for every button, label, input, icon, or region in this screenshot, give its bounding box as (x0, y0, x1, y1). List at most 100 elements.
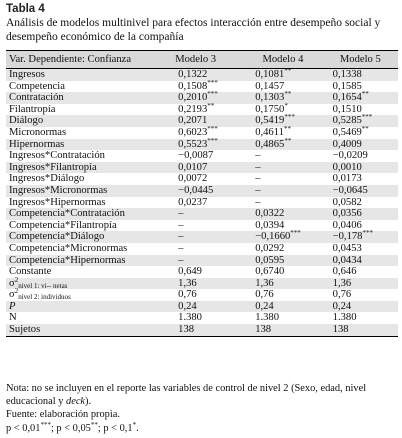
cell-modelo-4: 0,76 (255, 289, 274, 301)
cell-modelo-4: 1.380 (255, 312, 280, 324)
cell-modelo-5: 0,0406 (332, 219, 362, 231)
cell-modelo-3: 0,5523*** (178, 136, 218, 150)
significance-line: p < 0,01***; p < 0,05**; p < 0,1*. (6, 420, 398, 435)
cell-modelo-4: – (255, 161, 261, 173)
table-title-block: Tabla 4 Análisis de modelos multinivel p… (6, 2, 398, 44)
row-label: Competencia*Hipernormas (9, 254, 126, 266)
cell-modelo-3: 1,36 (178, 277, 197, 289)
sig-mark-1: *** (40, 420, 51, 429)
table-row: Constante 0,649 0,6740 0,646 (6, 266, 398, 278)
sig-mark-2: ** (90, 420, 98, 429)
cell-modelo-5: −0,0645 (332, 184, 368, 196)
source-line: Fuente: elaboración propia. (6, 409, 120, 421)
table-body: Ingresos 0,1322 0,1081** 0,1338 Competencia 0… (6, 68, 398, 337)
cell-modelo-3: 0,76 (178, 289, 197, 301)
sig-level-1: p < 0,01 (6, 422, 41, 434)
table-row: Ingresos*Contratación −0,0087 – −0,0209 (6, 150, 398, 162)
cell-modelo-5: 0,1585 (332, 80, 362, 92)
cell-modelo-3: 0,24 (178, 300, 197, 312)
table-row: Ingresos*Filantropía 0,0107 – 0,0010 (6, 161, 398, 174)
table-number: Tabla 4 (6, 3, 45, 15)
row-label: Competencia*Filantropía (9, 219, 117, 231)
cell-modelo-5: 0,5469** (332, 124, 369, 138)
table-row: Sujetos 138 138 138 (6, 324, 398, 337)
row-label: Competencia (9, 80, 65, 92)
cell-modelo-4: 0,6740 (255, 266, 285, 278)
cell-modelo-4: – (255, 173, 261, 185)
row-label: Competencia*Micronormas (9, 242, 128, 254)
note-text: Nota: no se incluyen en el reporte las v… (6, 383, 367, 408)
cell-modelo-4: 0,0292 (255, 242, 285, 254)
cell-modelo-4: 0,1303** (255, 90, 292, 104)
table-row: Contratación 0,2010*** 0,1303** 0,1654** (6, 90, 398, 104)
cell-modelo-5: 0,24 (332, 300, 352, 312)
cell-modelo-3: 1.380 (178, 312, 202, 324)
cell-modelo-3: −0,0445 (178, 184, 214, 196)
cell-modelo-5: −0,178*** (332, 229, 373, 243)
row-label: Ingresos*Hipernormas (9, 196, 106, 208)
cell-modelo-5: 0,5285*** (332, 113, 373, 127)
cell-modelo-3: 0,1322 (178, 69, 208, 80)
cell-modelo-5: 0,1338 (332, 69, 362, 80)
row-label: Ingresos*Diálogo (9, 173, 85, 185)
cell-modelo-4: −0,1660*** (255, 229, 301, 243)
cell-modelo-3: 138 (148, 324, 244, 337)
row-label: Filantropía (9, 103, 56, 115)
cell-modelo-3: 0,0072 (178, 173, 208, 185)
cell-modelo-5: 1.380 (332, 312, 357, 324)
table-row: Ingresos*Micronormas −0,0445 – −0,0645 (6, 184, 398, 197)
row-label: Ingresos*Micronormas (9, 184, 108, 196)
cell-modelo-3: 0,1508*** (178, 78, 218, 92)
table-row: Ingresos*Diálogo 0,0072 – 0,0173 (6, 173, 398, 185)
cell-modelo-3: – (178, 254, 184, 266)
row-label: Hipernormas (9, 138, 65, 150)
table-row: Micronormas 0,6023*** 0,4611** 0,5469** (6, 124, 398, 139)
table-row: Competencia*Micronormas – 0,0292 0,0453 (6, 243, 398, 255)
table-row: Diálogo 0,2071 0,5419*** 0,5285*** (6, 113, 398, 127)
results-table: Var. Dependiente: Confianza Modelo 3 Mod… (6, 50, 398, 337)
row-label: Competencia*Contratación (9, 208, 125, 220)
note-emphasis: deck (66, 396, 86, 408)
cell-modelo-4: 0,5419*** (255, 113, 295, 127)
cell-modelo-3: 0,6023*** (178, 124, 218, 138)
row-label: Ingresos (9, 69, 45, 80)
cell-modelo-5: 0,0010 (332, 161, 362, 173)
row-label: Sujetos (6, 324, 149, 337)
cell-modelo-3: 0,2071 (178, 115, 208, 127)
cell-modelo-5: 138 (322, 324, 398, 337)
note-line: Nota: no se incluyen en el reporte las v… (6, 382, 398, 408)
cell-modelo-5: 0,646 (332, 266, 357, 278)
table-row: Hipernormas 0,5523*** 0,4865** 0,4009 (6, 136, 398, 151)
header-modelo-4: Modelo 4 (243, 50, 323, 69)
cell-modelo-4: 138 (243, 324, 323, 337)
cell-modelo-3: −0,0087 (178, 150, 214, 162)
cell-modelo-4: – (255, 184, 261, 196)
row-label: Ingresos*Filantropía (9, 161, 97, 173)
cell-modelo-5: 0,1510 (332, 103, 362, 115)
table-row: Competencia 0,1508*** 0,1457 0,1585 (6, 78, 398, 93)
cell-modelo-5: 0,1654** (332, 90, 369, 104)
cell-modelo-3: – (178, 208, 184, 220)
header-modelo-5: Modelo 5 (322, 50, 398, 69)
note-text-end: ). (85, 396, 92, 408)
cell-modelo-5: 0,0434 (332, 254, 362, 266)
row-label: P (9, 300, 16, 312)
cell-modelo-4: 0,1457 (255, 80, 285, 92)
cell-modelo-4: 0,1750* (255, 101, 288, 115)
cell-modelo-3: – (178, 242, 184, 254)
cell-modelo-5: 0,76 (332, 289, 352, 301)
table-row: σ2nivel 2: individuos 0,76 0,76 0,76 (6, 287, 398, 302)
row-label: σ2nivel 2: individuos (9, 287, 71, 302)
row-label: Competencia*Diálogo (9, 231, 105, 243)
cell-modelo-3: – (178, 231, 184, 243)
row-label: Ingresos*Contratación (9, 150, 105, 162)
cell-modelo-3: 0,2010*** (178, 90, 218, 104)
row-label: Micronormas (9, 126, 67, 138)
cell-modelo-4: 0,4865** (255, 136, 292, 150)
table-row: Filantropía 0,2193** 0,1750* 0,1510 (6, 101, 398, 116)
table-row: Competencia*Diálogo – −0,1660*** −0,178*** (6, 229, 398, 243)
row-label: N (9, 312, 17, 324)
table-row: Competencia*Hipernormas – 0,0595 0,0434 (6, 254, 398, 267)
cell-modelo-4: 0,0322 (255, 208, 285, 220)
